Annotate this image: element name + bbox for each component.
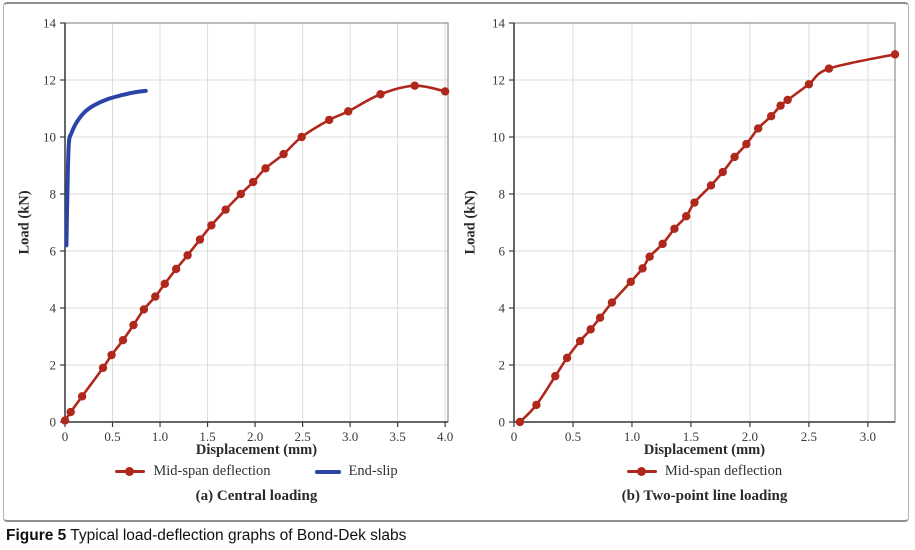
figure-caption-text: Typical load-deflection graphs of Bond-D… <box>70 527 407 544</box>
chart-a-subtitle: (a) Central loading <box>195 488 318 504</box>
svg-text:10: 10 <box>43 130 56 145</box>
chart-b-subtitle: (b) Two-point line loading <box>621 488 788 504</box>
svg-text:1.5: 1.5 <box>199 429 215 444</box>
chart-panel-two-point-loading: 0 0.5 1.0 1.5 2.0 2.5 3.0 0 2 4 6 8 10 12 14 Load (kN)… <box>456 4 908 520</box>
legend-label-midspan-deflection-b: Mid-span deflection <box>664 463 783 479</box>
svg-text:3.0: 3.0 <box>860 429 876 444</box>
chart-a-plot-area: 0 0.5 1.0 1.5 2.0 2.5 3.0 3.5 4.0 0 2 4 6 8 10 12 14 <box>43 16 453 445</box>
svg-text:2: 2 <box>499 358 506 373</box>
midspan-deflection-line-marker-icon <box>626 467 657 476</box>
svg-text:3.5: 3.5 <box>390 429 406 444</box>
chart-a-x-axis-title: Displacement (mm) <box>195 442 318 458</box>
svg-text:14: 14 <box>43 16 57 31</box>
end-slip-line-icon <box>314 469 341 474</box>
svg-text:1.5: 1.5 <box>683 429 699 444</box>
svg-text:4.0: 4.0 <box>437 429 453 444</box>
svg-text:8: 8 <box>499 187 506 202</box>
svg-text:14: 14 <box>492 16 506 31</box>
svg-text:12: 12 <box>492 73 505 88</box>
legend-label-end-slip: End-slip <box>348 463 398 479</box>
svg-text:0: 0 <box>50 415 57 430</box>
chart-panel-central-loading: 0 0.5 1.0 1.5 2.0 2.5 3.0 3.5 4.0 0 2 4 6 8 10 12 14 Loa… <box>4 4 456 520</box>
chart-b-x-axis-title: Displacement (mm) <box>643 442 766 458</box>
chart-b-plot-area: 0 0.5 1.0 1.5 2.0 2.5 3.0 0 2 4 6 8 10 12 14 <box>492 16 900 444</box>
svg-text:0.5: 0.5 <box>104 429 120 444</box>
legend-item-end-slip: End-slip <box>314 463 398 480</box>
svg-text:2: 2 <box>50 358 57 373</box>
figure-box: 0 0.5 1.0 1.5 2.0 2.5 3.0 3.5 4.0 0 2 4 6 8 10 12 14 Loa… <box>3 2 909 522</box>
svg-text:2.0: 2.0 <box>742 429 758 444</box>
svg-text:3.0: 3.0 <box>342 429 358 444</box>
legend-item-midspan-deflection-b: Mid-span deflection <box>626 463 783 480</box>
svg-text:0: 0 <box>499 415 506 430</box>
svg-text:0: 0 <box>62 429 69 444</box>
figure-caption: Figure 5 Typical load-deflection graphs o… <box>6 527 406 545</box>
svg-text:8: 8 <box>50 187 57 202</box>
figure-caption-label: Figure 5 <box>6 527 67 544</box>
chart-a-legend: Mid-span deflection End-slip <box>65 463 448 480</box>
legend-item-midspan-deflection: Mid-span deflection <box>115 463 271 480</box>
svg-text:0.5: 0.5 <box>565 429 581 444</box>
svg-text:1.0: 1.0 <box>152 429 168 444</box>
svg-text:4: 4 <box>499 301 506 316</box>
svg-text:6: 6 <box>499 244 506 259</box>
svg-text:1.0: 1.0 <box>624 429 640 444</box>
svg-text:12: 12 <box>43 73 56 88</box>
svg-text:10: 10 <box>492 130 505 145</box>
chart-b-legend: Mid-span deflection <box>514 463 895 480</box>
legend-label-midspan-deflection: Mid-span deflection <box>153 463 271 479</box>
svg-text:6: 6 <box>50 244 57 259</box>
svg-text:4: 4 <box>50 301 57 316</box>
svg-text:2.5: 2.5 <box>294 429 310 444</box>
svg-text:2.0: 2.0 <box>247 429 263 444</box>
midspan-deflection-line-marker-icon <box>115 467 146 476</box>
svg-text:0: 0 <box>511 429 518 444</box>
svg-text:2.5: 2.5 <box>801 429 817 444</box>
